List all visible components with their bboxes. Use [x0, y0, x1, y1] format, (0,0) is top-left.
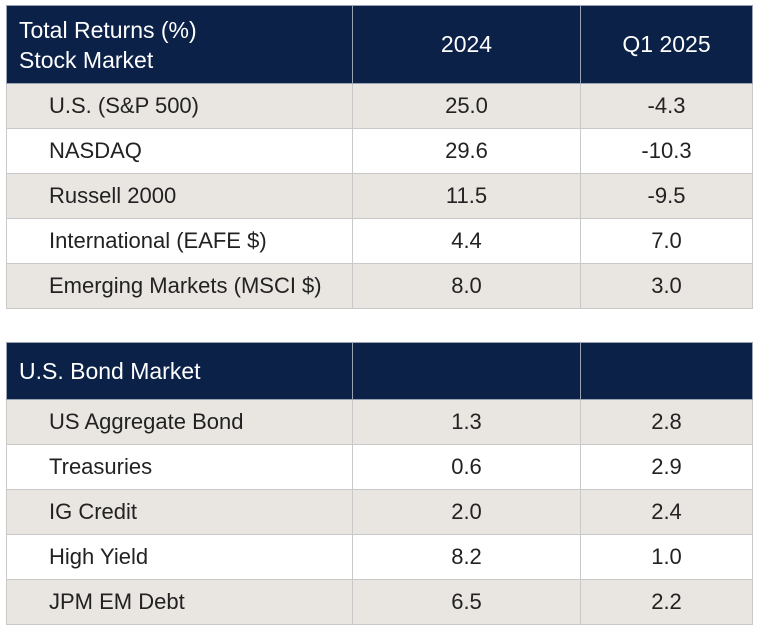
- table-row: U.S. (S&P 500) 25.0 -4.3: [6, 83, 753, 129]
- value-2024: 29.6: [352, 128, 581, 174]
- value-q1-2025: -4.3: [580, 83, 753, 129]
- row-label: Emerging Markets (MSCI $): [6, 263, 353, 309]
- stock-header-q1-2025: Q1 2025: [580, 5, 753, 84]
- value-2024: 8.2: [352, 534, 581, 580]
- bond-market-table: U.S. Bond Market US Aggregate Bond 1.3 2…: [6, 342, 753, 625]
- value-q1-2025: 3.0: [580, 263, 753, 309]
- row-label: U.S. (S&P 500): [6, 83, 353, 129]
- value-2024: 25.0: [352, 83, 581, 129]
- value-2024: 2.0: [352, 489, 581, 535]
- table-row: IG Credit 2.0 2.4: [6, 489, 753, 535]
- row-label: Russell 2000: [6, 173, 353, 219]
- value-q1-2025: 2.4: [580, 489, 753, 535]
- value-2024: 1.3: [352, 399, 581, 445]
- bond-header-blank-1: [352, 342, 581, 400]
- value-q1-2025: 1.0: [580, 534, 753, 580]
- row-label: JPM EM Debt: [6, 579, 353, 625]
- value-2024: 11.5: [352, 173, 581, 219]
- value-2024: 6.5: [352, 579, 581, 625]
- row-label: IG Credit: [6, 489, 353, 535]
- value-q1-2025: -10.3: [580, 128, 753, 174]
- value-2024: 0.6: [352, 444, 581, 490]
- row-label: US Aggregate Bond: [6, 399, 353, 445]
- table-row: JPM EM Debt 6.5 2.2: [6, 579, 753, 625]
- stock-market-table: Total Returns (%) Stock Market 2024 Q1 2…: [6, 5, 753, 309]
- value-2024: 8.0: [352, 263, 581, 309]
- row-label: Treasuries: [6, 444, 353, 490]
- row-label: High Yield: [6, 534, 353, 580]
- table-row: Russell 2000 11.5 -9.5: [6, 173, 753, 219]
- row-label: NASDAQ: [6, 128, 353, 174]
- stock-header-title: Total Returns (%) Stock Market: [6, 5, 353, 84]
- bond-header-blank-2: [580, 342, 753, 400]
- value-q1-2025: 2.8: [580, 399, 753, 445]
- bond-header-row: U.S. Bond Market: [6, 342, 753, 400]
- stock-header-2024: 2024: [352, 5, 581, 84]
- table-row: International (EAFE $) 4.4 7.0: [6, 218, 753, 264]
- table-row: NASDAQ 29.6 -10.3: [6, 128, 753, 174]
- value-2024: 4.4: [352, 218, 581, 264]
- bond-header-title: U.S. Bond Market: [6, 342, 353, 400]
- stock-header-title-line1: Total Returns (%): [19, 16, 197, 43]
- table-row: High Yield 8.2 1.0: [6, 534, 753, 580]
- value-q1-2025: 2.9: [580, 444, 753, 490]
- table-row: Treasuries 0.6 2.9: [6, 444, 753, 490]
- table-row: US Aggregate Bond 1.3 2.8: [6, 399, 753, 445]
- row-label: International (EAFE $): [6, 218, 353, 264]
- value-q1-2025: -9.5: [580, 173, 753, 219]
- stock-header-row: Total Returns (%) Stock Market 2024 Q1 2…: [6, 5, 753, 84]
- value-q1-2025: 7.0: [580, 218, 753, 264]
- stock-header-title-line2: Stock Market: [19, 46, 154, 73]
- table-row: Emerging Markets (MSCI $) 8.0 3.0: [6, 263, 753, 309]
- value-q1-2025: 2.2: [580, 579, 753, 625]
